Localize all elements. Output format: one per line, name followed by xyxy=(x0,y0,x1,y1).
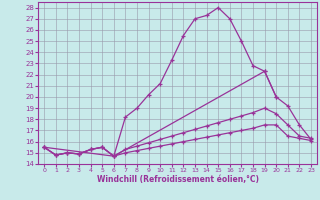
X-axis label: Windchill (Refroidissement éolien,°C): Windchill (Refroidissement éolien,°C) xyxy=(97,175,259,184)
